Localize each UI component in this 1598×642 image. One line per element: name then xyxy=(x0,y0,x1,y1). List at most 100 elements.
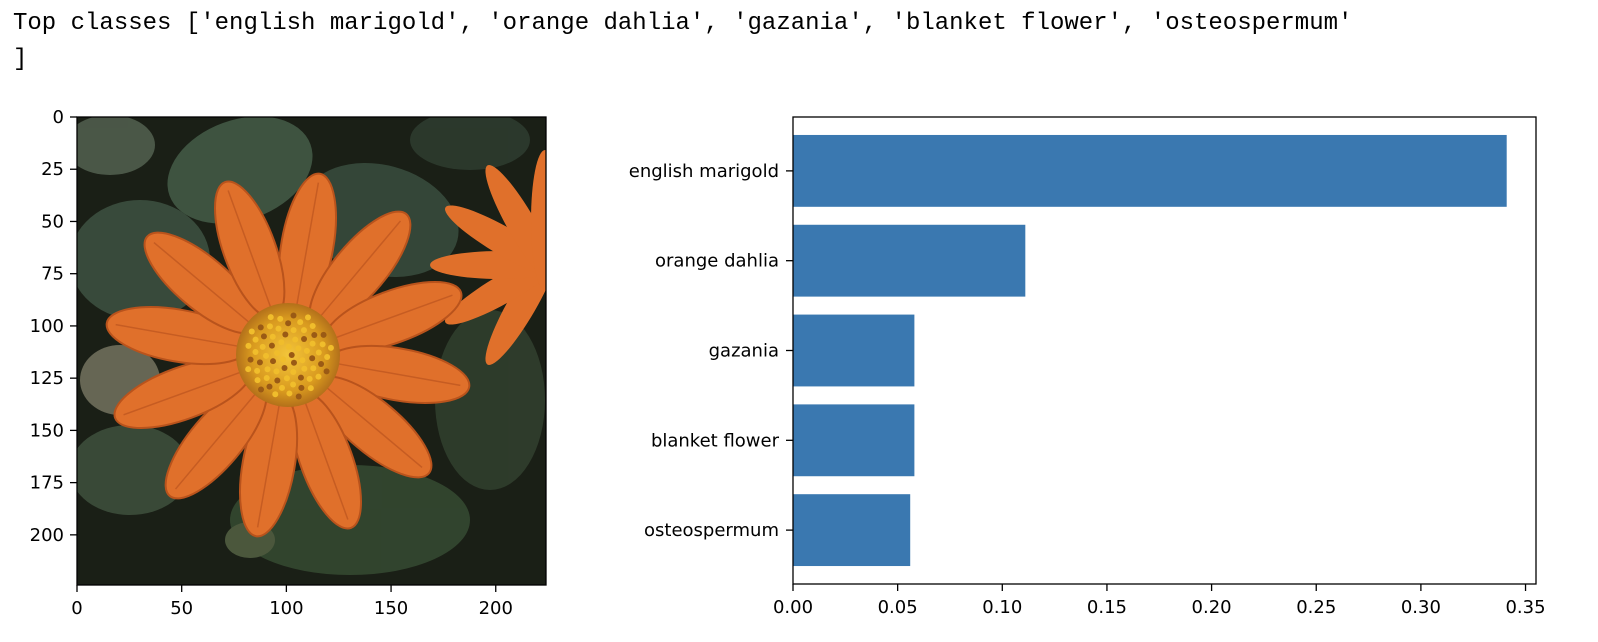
stamen xyxy=(290,327,297,334)
stamen xyxy=(281,364,288,371)
stamen xyxy=(315,349,322,356)
console-output-line-end: ] xyxy=(13,46,28,73)
leaf xyxy=(410,117,530,170)
stamen xyxy=(298,384,305,391)
stamen xyxy=(273,368,280,375)
stamen xyxy=(311,332,318,339)
stamen xyxy=(280,356,287,363)
stamen xyxy=(275,325,282,332)
stamen xyxy=(285,320,292,327)
stamen xyxy=(327,344,334,351)
stamen xyxy=(279,384,286,391)
stamen xyxy=(264,366,271,373)
y-tick-label: 0 xyxy=(53,107,64,128)
image-axes: 0 50 100 150 200 0 25 50 75 100 125 150 175 200 xyxy=(30,107,513,619)
stamen xyxy=(252,336,259,343)
x-tick-label: 0.30 xyxy=(1401,597,1441,618)
image-frame xyxy=(76,116,547,586)
stamen xyxy=(295,393,302,400)
stamen xyxy=(282,331,289,338)
stamen xyxy=(266,323,273,330)
stamen xyxy=(295,345,302,352)
x-tick-label: 0 xyxy=(71,598,82,619)
stamen xyxy=(248,328,255,335)
category-label: blanket flower xyxy=(651,430,780,451)
stamen xyxy=(272,391,279,398)
y-tick-label: 25 xyxy=(41,159,64,180)
stamen xyxy=(301,365,308,372)
bar-chart: english marigold orange dahlia gazania blan… xyxy=(629,134,1546,618)
flower-image xyxy=(77,117,546,585)
x-tick-label: 0.10 xyxy=(982,597,1022,618)
stamen xyxy=(318,361,325,368)
leaf xyxy=(77,117,155,175)
stamen xyxy=(268,342,275,349)
stamen xyxy=(285,343,292,350)
stamen xyxy=(252,348,259,355)
stamen xyxy=(320,331,327,338)
stamen xyxy=(245,342,252,349)
bar xyxy=(793,224,1026,297)
stamen xyxy=(247,356,254,363)
stamen xyxy=(309,340,316,347)
bar xyxy=(793,404,915,477)
stamen xyxy=(315,373,322,380)
stamen xyxy=(297,319,304,326)
stamen xyxy=(297,374,304,381)
stamen xyxy=(304,314,311,321)
stamen xyxy=(260,333,267,340)
stamen xyxy=(269,333,276,340)
stamen xyxy=(288,352,295,358)
stamen xyxy=(301,336,308,343)
x-tick-label: 0.35 xyxy=(1505,597,1545,618)
stamen xyxy=(286,390,293,397)
y-tick-label: 200 xyxy=(30,525,64,546)
stamen xyxy=(310,365,317,372)
bar xyxy=(793,134,1507,207)
x-tick-label: 100 xyxy=(269,598,303,619)
side-petal xyxy=(531,150,546,290)
stamen xyxy=(263,352,270,359)
category-label: orange dahlia xyxy=(655,251,779,272)
bar xyxy=(793,314,915,387)
leaf xyxy=(167,117,313,224)
y-tick-label: 150 xyxy=(30,420,64,441)
bar-chart-frame xyxy=(792,116,1537,585)
stamen xyxy=(300,327,307,334)
y-tick-label: 175 xyxy=(30,473,64,494)
stamen xyxy=(270,358,277,365)
stamen xyxy=(319,341,326,348)
x-tick-label: 50 xyxy=(170,598,193,619)
y-tick-label: 75 xyxy=(41,264,64,285)
stamen xyxy=(309,322,316,329)
stamen xyxy=(290,312,297,319)
stamen xyxy=(267,314,274,321)
stamen xyxy=(323,368,330,375)
console-output-line: Top classes ['english marigold', 'orange… xyxy=(13,10,1353,37)
flower-stamens xyxy=(245,312,334,400)
stamen xyxy=(278,339,285,346)
stamen xyxy=(299,357,306,364)
stamen xyxy=(324,353,331,360)
leaf xyxy=(435,310,545,490)
stamen xyxy=(306,375,313,382)
stamen xyxy=(245,366,252,373)
stamen xyxy=(283,375,290,382)
y-tick-label: 50 xyxy=(41,211,64,232)
category-label: english marigold xyxy=(629,161,779,182)
stamen xyxy=(277,315,284,322)
leaf xyxy=(77,425,190,515)
stamen xyxy=(274,377,281,384)
x-tick-label: 0.20 xyxy=(1192,597,1232,618)
x-tick-label: 0.00 xyxy=(773,597,813,618)
stamen xyxy=(257,386,264,393)
stamen xyxy=(254,377,261,384)
stamen xyxy=(266,383,273,390)
stamen xyxy=(257,324,264,331)
x-tick-label: 200 xyxy=(479,598,513,619)
category-label: osteospermum xyxy=(644,520,779,541)
stamen xyxy=(254,367,261,374)
side-petal xyxy=(430,251,546,279)
stamen xyxy=(290,359,297,366)
